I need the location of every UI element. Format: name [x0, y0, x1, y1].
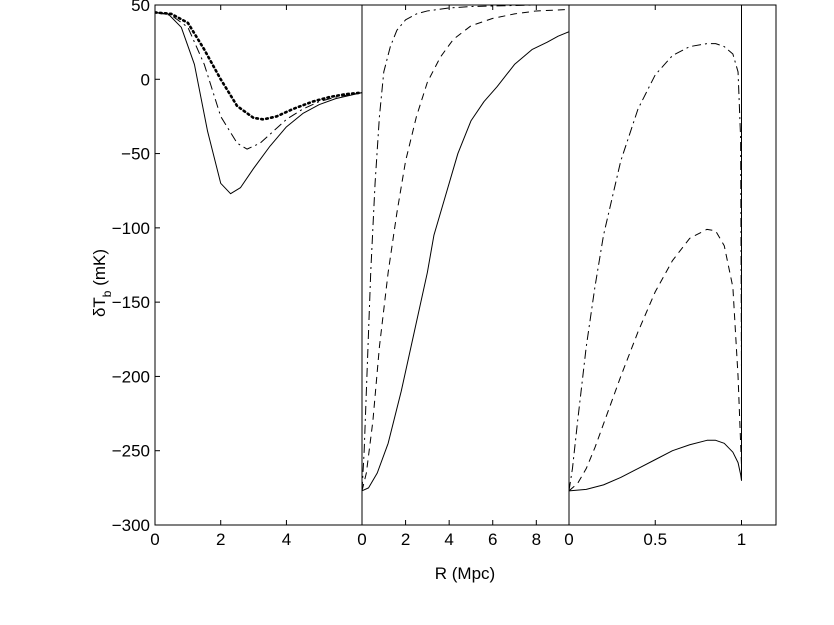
y-tick-label: −150: [112, 293, 150, 312]
middle-series-solid-line: [362, 31, 569, 492]
right-panel: 0 0.5 1: [564, 4, 777, 549]
right-series-solid-line: [569, 5, 776, 492]
middle-frame: [361, 4, 570, 526]
y-tick-label: −250: [112, 442, 150, 461]
y-tick-label: 0: [141, 70, 150, 89]
right-frame: [568, 4, 777, 526]
left-frame: [154, 4, 363, 526]
left-series-solid-line: [155, 11, 362, 195]
x-axis-label: R (Mpc): [435, 564, 495, 583]
right-series-dashdot-line: [569, 5, 776, 491]
middle-series-dashed-line: [362, 8, 569, 491]
middle-x-tick-label: 0: [357, 530, 366, 549]
y-axis-label: δTb (mK): [90, 249, 114, 317]
right-x-tick-label: 0: [564, 530, 573, 549]
y-tick-label: 50: [131, 0, 150, 15]
left-x-tick-label: 4: [282, 530, 291, 549]
middle-x-tick-label: 8: [532, 530, 541, 549]
left-x-tick-label: 0: [150, 530, 159, 549]
y-tick-label: −300: [112, 516, 150, 535]
middle-panel: 0 2 4 6 8: [357, 4, 570, 549]
left-series-dashdot-line: [155, 11, 362, 150]
left-series-dotted-line: [155, 11, 362, 121]
right-x-tick-label: 0.5: [643, 530, 667, 549]
y-tick-label: −100: [112, 219, 150, 238]
y-tick-label: −200: [112, 367, 150, 386]
right-x-tick-label: 1: [737, 530, 746, 549]
left-panel: 0 2 4 −300 −250 −200 −150 −100 −50 0 50: [112, 0, 363, 549]
right-series-dashed-line: [569, 5, 776, 492]
middle-series-dashdot-line: [362, 5, 569, 491]
y-tick-label: −50: [121, 145, 150, 164]
left-x-tick-label: 2: [216, 530, 225, 549]
middle-x-tick-label: 6: [488, 530, 497, 549]
middle-x-tick-label: 4: [444, 530, 453, 549]
middle-x-tick-label: 2: [401, 530, 410, 549]
